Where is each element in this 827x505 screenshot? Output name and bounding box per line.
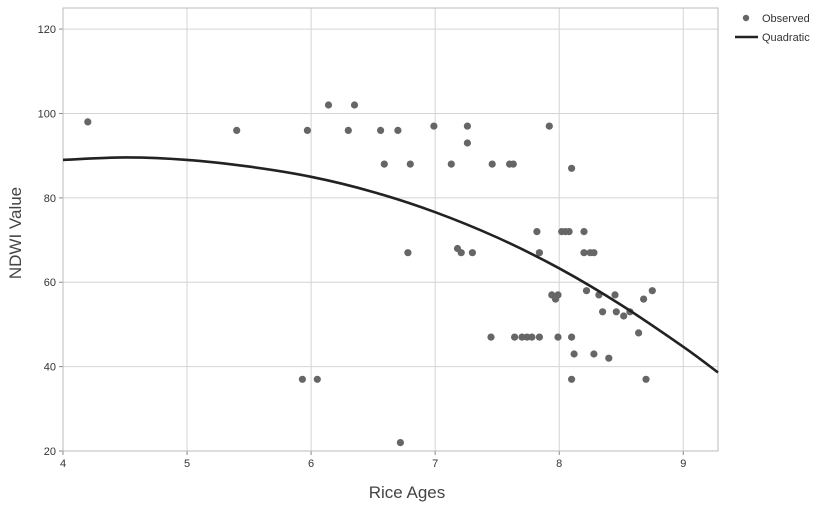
observed-point bbox=[406, 160, 414, 168]
observed-point bbox=[233, 126, 241, 134]
observed-point bbox=[447, 160, 455, 168]
observed-point bbox=[545, 122, 553, 130]
observed-point bbox=[599, 308, 607, 316]
x-axis-title: Rice Ages bbox=[369, 483, 446, 502]
observed-point bbox=[84, 118, 92, 126]
legend: Observed Quadratic bbox=[735, 13, 810, 44]
observed-point bbox=[324, 101, 333, 109]
legend-observed-label: Observed bbox=[762, 13, 810, 25]
y-tick-labels: 20 40 60 80 100 120 bbox=[38, 24, 56, 458]
x-tick-labels: 4 5 6 7 8 9 bbox=[60, 458, 686, 470]
observed-point bbox=[590, 350, 598, 358]
gridlines bbox=[59, 8, 718, 455]
y-tick-label: 20 bbox=[44, 446, 56, 458]
y-tick-label: 80 bbox=[44, 193, 56, 205]
x-tick-label: 8 bbox=[556, 458, 562, 470]
y-tick-label: 120 bbox=[38, 24, 56, 36]
y-tick-label: 100 bbox=[38, 108, 56, 120]
observed-point bbox=[430, 122, 438, 130]
quadratic-fit-line bbox=[62, 156, 719, 374]
observed-point bbox=[533, 228, 541, 236]
observed-point bbox=[380, 160, 388, 168]
observed-point bbox=[612, 308, 620, 316]
observed-point bbox=[518, 333, 526, 341]
x-tick-label: 7 bbox=[432, 458, 438, 470]
x-tick-label: 6 bbox=[308, 458, 314, 470]
x-tick-label: 5 bbox=[184, 458, 190, 470]
observed-point bbox=[396, 439, 404, 447]
observed-point bbox=[488, 160, 496, 168]
observed-point bbox=[565, 228, 573, 236]
observed-point bbox=[404, 249, 412, 257]
observed-point bbox=[463, 122, 471, 130]
x-tick-label: 4 bbox=[60, 458, 66, 470]
y-tick-label: 40 bbox=[44, 362, 56, 374]
observed-point bbox=[509, 160, 517, 168]
observed-point bbox=[535, 333, 544, 341]
observed-point bbox=[303, 126, 311, 134]
observed-point bbox=[528, 333, 536, 341]
observed-points bbox=[84, 101, 656, 447]
observed-point bbox=[570, 350, 578, 358]
observed-point bbox=[298, 375, 306, 383]
observed-point bbox=[568, 164, 576, 172]
observed-point bbox=[535, 249, 544, 257]
observed-point bbox=[350, 101, 359, 109]
observed-point bbox=[568, 375, 576, 383]
observed-point bbox=[642, 375, 650, 383]
observed-point bbox=[457, 249, 465, 257]
observed-point bbox=[394, 126, 402, 134]
observed-point bbox=[580, 228, 588, 236]
observed-point bbox=[648, 287, 656, 295]
observed-point bbox=[344, 126, 352, 134]
observed-point bbox=[582, 287, 591, 295]
observed-point bbox=[580, 249, 588, 257]
legend-quadratic-label: Quadratic bbox=[762, 32, 810, 44]
observed-point bbox=[487, 333, 495, 341]
observed-point bbox=[468, 249, 476, 257]
observed-point bbox=[635, 329, 643, 337]
observed-point bbox=[568, 333, 576, 341]
observed-point bbox=[605, 354, 613, 362]
legend-observed-marker bbox=[742, 14, 750, 22]
observed-point bbox=[640, 295, 648, 303]
x-tick-label: 9 bbox=[680, 458, 686, 470]
y-tick-label: 60 bbox=[44, 277, 56, 289]
observed-point bbox=[554, 333, 562, 341]
observed-point bbox=[463, 139, 471, 147]
observed-point bbox=[611, 291, 619, 299]
observed-point bbox=[377, 126, 385, 134]
plot-area-frame bbox=[62, 7, 719, 452]
observed-point bbox=[590, 249, 598, 257]
observed-point bbox=[554, 291, 562, 299]
observed-point bbox=[510, 333, 519, 341]
y-axis-title: NDWI Value bbox=[6, 187, 25, 279]
observed-point bbox=[620, 312, 628, 320]
observed-point bbox=[313, 375, 321, 383]
